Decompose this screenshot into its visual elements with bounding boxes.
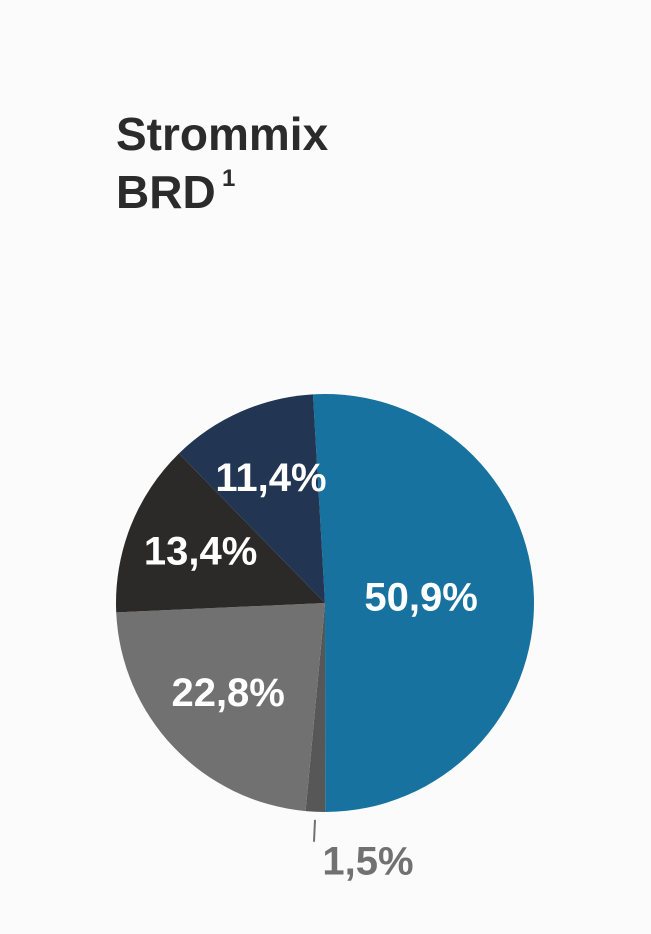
chart-title: BRD bbox=[116, 166, 216, 218]
pie-slice bbox=[178, 394, 325, 603]
title-footnote: 1 bbox=[222, 165, 235, 192]
leader-line bbox=[312, 819, 317, 842]
pie-slice bbox=[305, 603, 326, 812]
data-label: 22,8% bbox=[171, 671, 284, 715]
chart-title: Strommix bbox=[116, 108, 329, 160]
data-label: 13,4% bbox=[144, 529, 257, 573]
pie-slice bbox=[116, 603, 325, 812]
pie-slice bbox=[116, 453, 325, 613]
data-label: 50,9% bbox=[364, 576, 477, 620]
data-label: 11,4% bbox=[215, 456, 326, 500]
pie-slice bbox=[312, 393, 535, 812]
data-label: 1,5% bbox=[322, 839, 413, 883]
